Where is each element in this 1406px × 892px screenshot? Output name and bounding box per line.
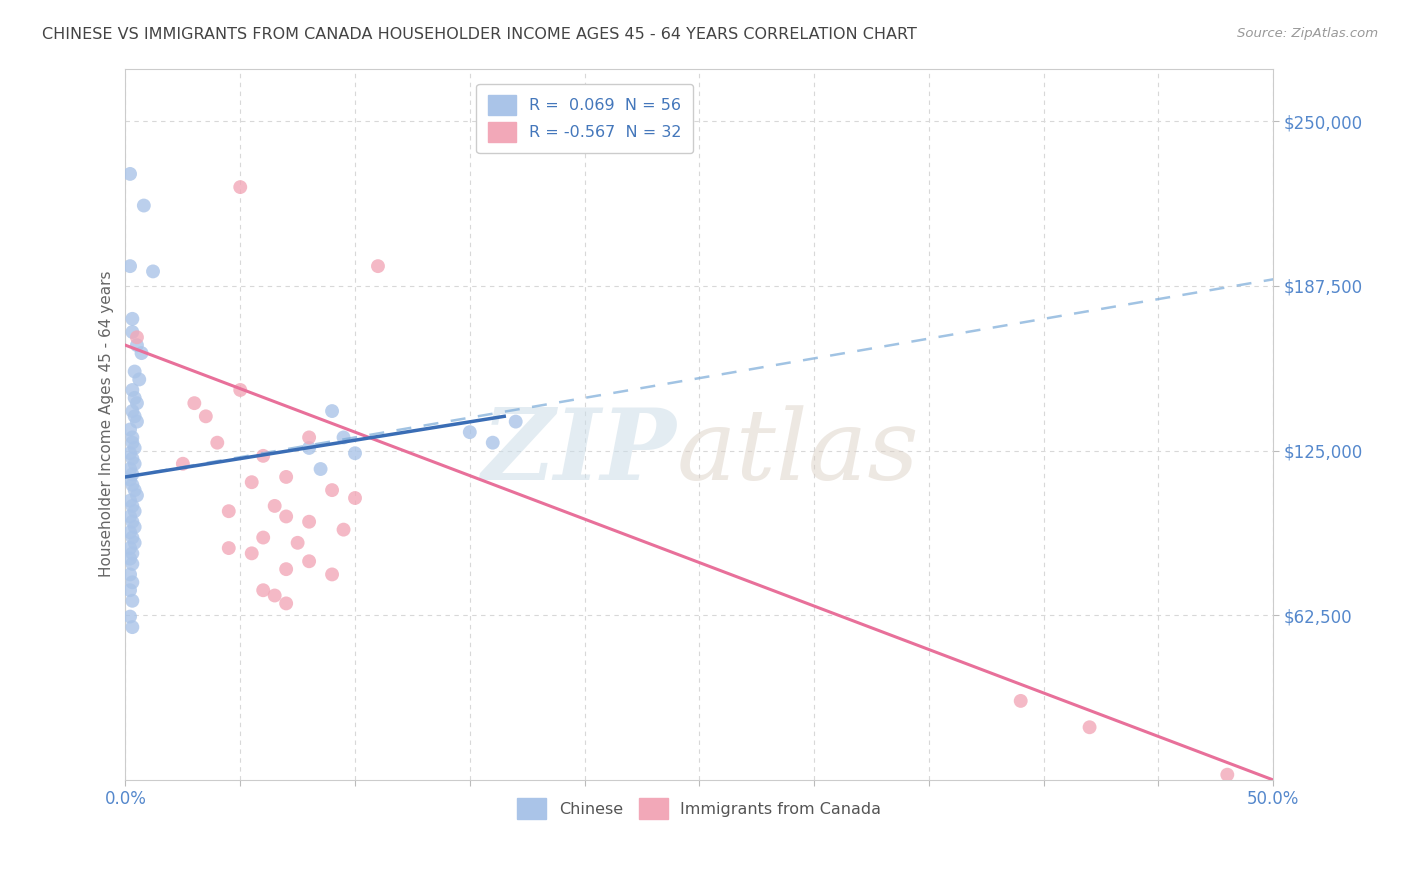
Point [240,546,263,560]
Point [229,180,252,194]
Point [124,391,146,405]
Point [321,404,343,418]
Point [263,499,285,513]
Point [124,536,146,550]
Point [121,311,143,326]
Point [276,470,298,484]
Point [120,462,142,476]
Point [276,596,298,610]
Point [120,583,142,598]
Point [121,620,143,634]
Point [121,404,143,418]
Point [120,551,142,566]
Point [298,554,321,568]
Point [120,473,142,487]
Point [124,504,146,518]
Point [263,589,285,603]
Point [120,525,142,540]
Point [207,435,229,450]
Point [121,515,143,529]
Point [125,415,148,429]
Point [120,259,142,273]
Point [121,430,143,444]
Point [120,493,142,508]
Point [124,483,146,497]
Point [321,483,343,497]
Point [344,491,367,505]
Point [125,488,148,502]
Point [481,435,503,450]
Point [505,415,527,429]
Point [124,365,146,379]
Point [298,441,321,455]
Y-axis label: Householder Income Ages 45 - 64 years: Householder Income Ages 45 - 64 years [100,271,114,577]
Point [121,451,143,466]
Point [458,425,481,439]
Legend: Chinese, Immigrants from Canada: Chinese, Immigrants from Canada [510,792,887,825]
Text: ZIP: ZIP [481,404,676,501]
Point [120,541,142,555]
Point [332,430,354,444]
Point [121,546,143,560]
Point [124,520,146,534]
Point [124,457,146,471]
Point [1010,694,1032,708]
Point [332,523,354,537]
Point [120,446,142,460]
Point [121,531,143,545]
Point [172,457,194,471]
Text: CHINESE VS IMMIGRANTS FROM CANADA HOUSEHOLDER INCOME AGES 45 - 64 YEARS CORRELAT: CHINESE VS IMMIGRANTS FROM CANADA HOUSEH… [42,27,917,42]
Point [121,325,143,339]
Point [276,509,298,524]
Point [121,467,143,482]
Point [252,449,274,463]
Point [128,372,150,386]
Point [229,383,252,397]
Point [120,167,142,181]
Point [120,423,142,437]
Point [121,435,143,450]
Point [121,594,143,608]
Text: Source: ZipAtlas.com: Source: ZipAtlas.com [1237,27,1378,40]
Point [298,430,321,444]
Point [124,409,146,424]
Point [120,609,142,624]
Point [121,575,143,590]
Point [120,509,142,524]
Point [142,264,165,278]
Point [125,330,148,344]
Point [252,531,274,545]
Point [121,383,143,397]
Point [121,499,143,513]
Point [131,346,153,360]
Point [125,338,148,352]
Point [218,504,240,518]
Point [120,567,142,582]
Point [132,198,155,212]
Point [218,541,240,555]
Point [121,557,143,571]
Point [124,441,146,455]
Point [276,562,298,576]
Point [367,259,389,273]
Point [1216,767,1239,781]
Point [240,475,263,490]
Point [321,567,343,582]
Point [252,583,274,598]
Point [298,515,321,529]
Point [344,446,367,460]
Point [287,536,309,550]
Point [1078,720,1101,734]
Point [183,396,205,410]
Point [194,409,217,424]
Text: atlas: atlas [676,405,920,500]
Point [125,396,148,410]
Point [309,462,332,476]
Point [121,478,143,492]
